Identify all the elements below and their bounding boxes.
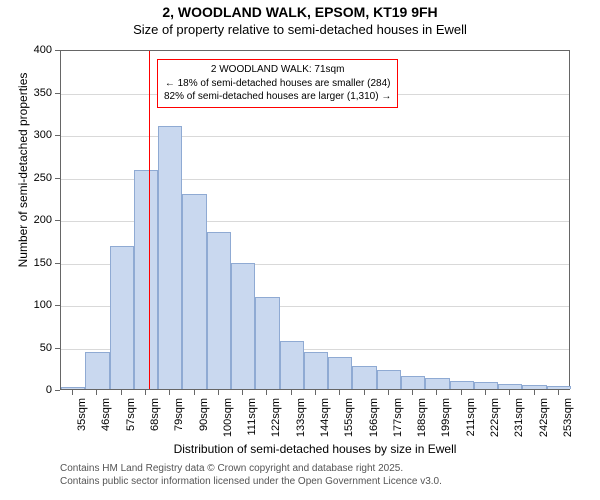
histogram-bar [255, 297, 279, 389]
plot-area: 2 WOODLAND WALK: 71sqm← 18% of semi-deta… [60, 50, 570, 390]
x-tick-mark [121, 390, 122, 395]
x-tick-mark [558, 390, 559, 395]
reference-marker-line [149, 51, 150, 389]
x-tick-label: 253sqm [562, 398, 574, 448]
footer-line-2: Contains public sector information licen… [60, 475, 442, 488]
x-tick-mark [72, 390, 73, 395]
footer-attribution: Contains HM Land Registry data © Crown c… [60, 462, 442, 488]
x-tick-mark [388, 390, 389, 395]
histogram-bar [231, 263, 255, 389]
y-tick-mark [55, 263, 60, 264]
y-tick-label: 150 [0, 257, 52, 269]
x-tick-mark [534, 390, 535, 395]
histogram-bar [61, 387, 85, 389]
histogram-bar [522, 385, 546, 389]
x-tick-label: 222sqm [489, 398, 501, 448]
histogram-bar [377, 370, 401, 389]
y-tick-mark [55, 93, 60, 94]
x-tick-label: 68sqm [149, 398, 161, 448]
y-tick-mark [55, 50, 60, 51]
annotation-line-2: ← 18% of semi-detached houses are smalle… [164, 77, 391, 91]
histogram-bar [450, 381, 474, 390]
chart-title: 2, WOODLAND WALK, EPSOM, KT19 9FH [0, 4, 600, 20]
x-tick-mark [242, 390, 243, 395]
chart-subtitle: Size of property relative to semi-detach… [0, 22, 600, 37]
x-tick-mark [169, 390, 170, 395]
x-tick-mark [485, 390, 486, 395]
x-tick-mark [218, 390, 219, 395]
histogram-bar [498, 384, 522, 389]
y-tick-mark [55, 220, 60, 221]
x-tick-mark [364, 390, 365, 395]
y-tick-label: 250 [0, 172, 52, 184]
histogram-bar [85, 352, 109, 389]
histogram-bar [158, 126, 182, 390]
gridline [61, 136, 569, 137]
histogram-bar [425, 378, 449, 389]
histogram-bar [474, 382, 498, 389]
y-tick-label: 0 [0, 384, 52, 396]
x-tick-label: 199sqm [440, 398, 452, 448]
y-tick-mark [55, 348, 60, 349]
x-tick-label: 231sqm [513, 398, 525, 448]
x-tick-label: 111sqm [246, 398, 258, 448]
histogram-bar [280, 341, 304, 389]
x-tick-label: 100sqm [222, 398, 234, 448]
histogram-bar [328, 357, 352, 389]
x-tick-mark [291, 390, 292, 395]
y-tick-label: 100 [0, 299, 52, 311]
x-tick-label: 188sqm [416, 398, 428, 448]
x-tick-label: 79sqm [173, 398, 185, 448]
x-tick-label: 166sqm [368, 398, 380, 448]
annotation-box: 2 WOODLAND WALK: 71sqm← 18% of semi-deta… [157, 59, 398, 108]
x-tick-mark [266, 390, 267, 395]
x-tick-mark [461, 390, 462, 395]
x-tick-label: 177sqm [392, 398, 404, 448]
annotation-line-3: 82% of semi-detached houses are larger (… [164, 90, 391, 104]
y-tick-label: 200 [0, 214, 52, 226]
x-tick-mark [509, 390, 510, 395]
x-tick-mark [96, 390, 97, 395]
x-tick-label: 122sqm [270, 398, 282, 448]
y-tick-label: 400 [0, 44, 52, 56]
x-tick-label: 46sqm [100, 398, 112, 448]
x-tick-label: 133sqm [295, 398, 307, 448]
histogram-bar [401, 376, 425, 389]
x-tick-mark [145, 390, 146, 395]
histogram-bar [304, 352, 328, 389]
y-tick-label: 300 [0, 129, 52, 141]
histogram-bar [207, 232, 231, 389]
x-tick-mark [339, 390, 340, 395]
y-tick-label: 350 [0, 87, 52, 99]
y-tick-mark [55, 390, 60, 391]
x-tick-label: 242sqm [538, 398, 550, 448]
y-tick-mark [55, 135, 60, 136]
x-tick-label: 35sqm [76, 398, 88, 448]
x-tick-label: 144sqm [319, 398, 331, 448]
y-tick-mark [55, 178, 60, 179]
histogram-bar [352, 366, 376, 389]
x-tick-mark [412, 390, 413, 395]
y-tick-mark [55, 305, 60, 306]
histogram-bar [547, 386, 571, 389]
x-tick-label: 90sqm [198, 398, 210, 448]
x-tick-label: 57sqm [125, 398, 137, 448]
annotation-line-1: 2 WOODLAND WALK: 71sqm [164, 63, 391, 77]
y-tick-label: 50 [0, 342, 52, 354]
x-tick-mark [436, 390, 437, 395]
x-tick-mark [315, 390, 316, 395]
x-tick-label: 211sqm [465, 398, 477, 448]
x-tick-mark [194, 390, 195, 395]
histogram-bar [134, 170, 158, 389]
x-tick-label: 155sqm [343, 398, 355, 448]
histogram-bar [110, 246, 134, 389]
histogram-bar [182, 194, 206, 390]
footer-line-1: Contains HM Land Registry data © Crown c… [60, 462, 442, 475]
